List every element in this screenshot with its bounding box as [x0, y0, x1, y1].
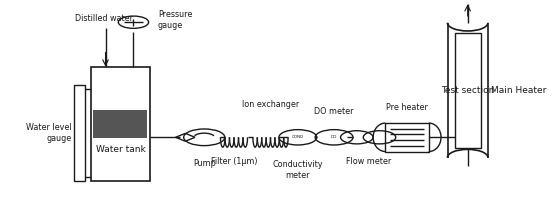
Bar — [93, 111, 147, 138]
Text: Flow meter: Flow meter — [345, 157, 391, 166]
Text: Pressure
gauge: Pressure gauge — [158, 10, 192, 30]
Text: Water tank: Water tank — [95, 145, 145, 154]
Text: DO meter: DO meter — [314, 107, 354, 117]
Text: Water level
gauge: Water level gauge — [26, 123, 72, 143]
Text: Ion exchanger: Ion exchanger — [242, 100, 299, 109]
Text: Filter (1μm): Filter (1μm) — [211, 157, 257, 166]
Bar — [386, 123, 429, 152]
Text: DO: DO — [331, 135, 337, 139]
Bar — [455, 33, 481, 148]
Text: Pump: Pump — [193, 159, 215, 168]
Bar — [74, 85, 85, 181]
Text: Conductivity
meter: Conductivity meter — [272, 160, 323, 180]
Bar — [90, 67, 150, 181]
Text: COND: COND — [292, 135, 304, 139]
Text: Distilled water: Distilled water — [75, 14, 133, 23]
Text: Pre heater: Pre heater — [386, 103, 428, 112]
Text: Test section: Test section — [441, 86, 494, 95]
Text: Main Heater: Main Heater — [491, 86, 546, 95]
